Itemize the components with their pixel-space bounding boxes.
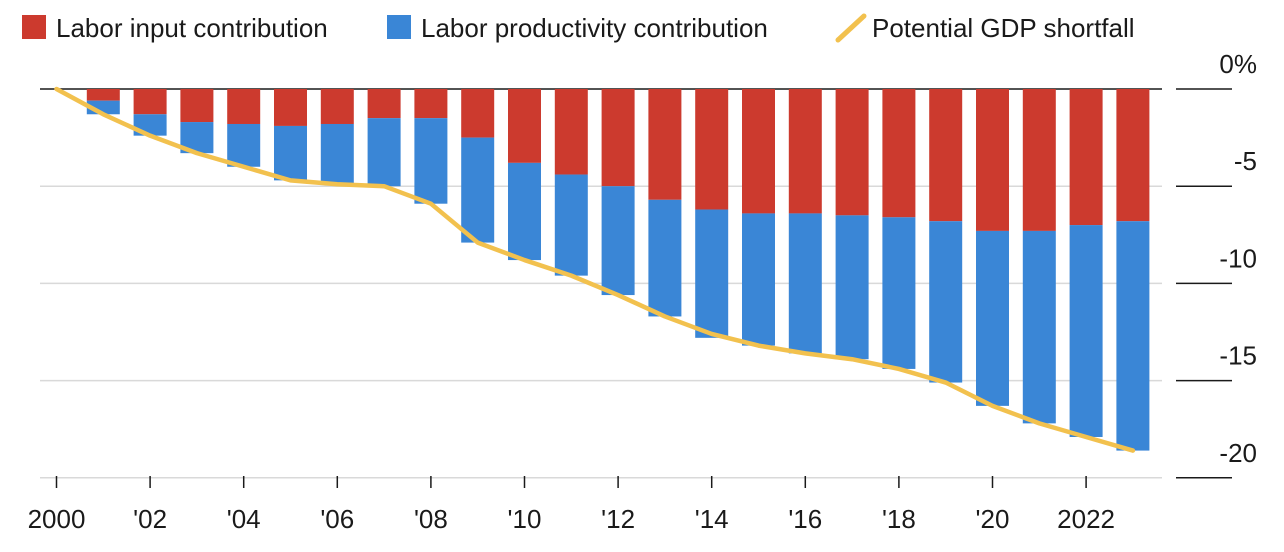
bar-labor-input-2021: [1022, 89, 1056, 231]
bar-labor-input-2017: [835, 89, 869, 216]
bar-labor-input-2023: [1116, 89, 1150, 222]
legend-swatch-1: [22, 15, 46, 39]
bar-labor-productivity-2016: [788, 213, 822, 354]
bar-labor-productivity-2012: [601, 186, 635, 296]
y-tick-label-2: -10: [1219, 243, 1257, 273]
bar-labor-productivity-2019: [929, 221, 963, 383]
bar-labor-input-2009: [461, 89, 495, 138]
legend: Labor input contribution Labor productivi…: [22, 13, 1135, 43]
x-tick-label-2020: '20: [976, 504, 1010, 534]
legend-item-2: Labor productivity contribution: [387, 13, 768, 43]
bar-labor-input-2010: [508, 89, 541, 163]
bar-labor-input-2018: [882, 89, 916, 218]
line-layer: [54, 86, 1136, 453]
legend-item-1: Labor input contribution: [22, 13, 328, 43]
bar-labor-productivity-2018: [882, 217, 916, 369]
bar-labor-input-2014: [695, 89, 729, 210]
y-tick-label-1: -5: [1234, 146, 1257, 176]
bar-labor-productivity-2005: [274, 125, 307, 181]
bar-labor-input-2015: [742, 89, 775, 214]
bar-labor-input-2004: [227, 89, 261, 124]
bar-labor-input-2012: [601, 89, 635, 187]
bar-labor-productivity-2017: [835, 215, 869, 360]
legend-swatch-3: [835, 13, 867, 43]
x-tick-label-2002: '02: [133, 504, 167, 534]
x-tick-label-2018: '18: [882, 504, 916, 534]
bar-labor-input-2002: [133, 89, 167, 115]
bar-labor-input-2008: [414, 89, 448, 119]
x-tick-label-2010: '10: [508, 504, 542, 534]
bar-labor-productivity-2015: [742, 213, 775, 346]
bar-labor-productivity-2014: [695, 209, 729, 338]
x-tick-label-2004: '04: [227, 504, 261, 534]
bar-labor-productivity-2023: [1116, 221, 1150, 451]
bar-labor-input-2019: [929, 89, 963, 222]
bar-labor-input-2020: [976, 89, 1009, 231]
x-tick-label-2012: '12: [601, 504, 635, 534]
bar-labor-input-2016: [788, 89, 822, 214]
bar-labor-productivity-2020: [976, 230, 1009, 406]
y-tick-label-0: 0%: [1219, 49, 1257, 79]
x-tick-label-2022: 2022: [1057, 504, 1115, 534]
bar-labor-productivity-2007: [367, 118, 401, 187]
bar-labor-productivity-2010: [508, 162, 541, 261]
legend-label-1: Labor input contribution: [56, 13, 328, 43]
x-tick-label-2014: '14: [695, 504, 729, 534]
bar-labor-input-2013: [648, 89, 682, 200]
x-tick-label-2008: '08: [414, 504, 448, 534]
gridlines: [40, 88, 1162, 479]
x-tick-label-2016: '16: [788, 504, 822, 534]
legend-label-2: Labor productivity contribution: [421, 13, 768, 43]
bar-labor-productivity-2008: [414, 118, 448, 204]
bar-labor-input-2007: [367, 89, 401, 119]
bar-labor-productivity-2006: [320, 123, 354, 185]
bars: [86, 89, 1150, 451]
bar-labor-productivity-2021: [1022, 230, 1056, 424]
bar-labor-productivity-2011: [554, 174, 588, 276]
x-tick-label-2000: 2000: [28, 504, 86, 534]
y-tick-label-4: -20: [1219, 438, 1257, 468]
bar-labor-productivity-2004: [227, 123, 261, 167]
bar-labor-input-2006: [320, 89, 354, 124]
line-potential-gdp-shortfall: [54, 86, 1136, 453]
bar-labor-productivity-2009: [461, 137, 495, 243]
bar-labor-input-2001: [86, 89, 120, 101]
bar-labor-productivity-2013: [648, 199, 682, 317]
bar-labor-input-2022: [1069, 89, 1103, 226]
bar-labor-input-2011: [554, 89, 588, 175]
x-tick-label-2006: '06: [320, 504, 354, 534]
x-axis-ticks: 2000 '02 '04 '06 '08 '10 '12 '14 '16 '18 '20 2022: [28, 476, 1115, 534]
y-axis-ticks: 0% -5 -10 -15 -20: [1176, 49, 1257, 479]
bar-labor-productivity-2022: [1069, 225, 1103, 437]
bar-labor-input-2005: [274, 89, 307, 126]
bar-labor-input-2003: [180, 89, 214, 123]
y-tick-label-3: -15: [1219, 341, 1257, 371]
legend-item-3: Potential GDP shortfall: [835, 13, 1135, 43]
legend-swatch-2: [387, 15, 411, 39]
legend-label-3: Potential GDP shortfall: [872, 13, 1135, 43]
